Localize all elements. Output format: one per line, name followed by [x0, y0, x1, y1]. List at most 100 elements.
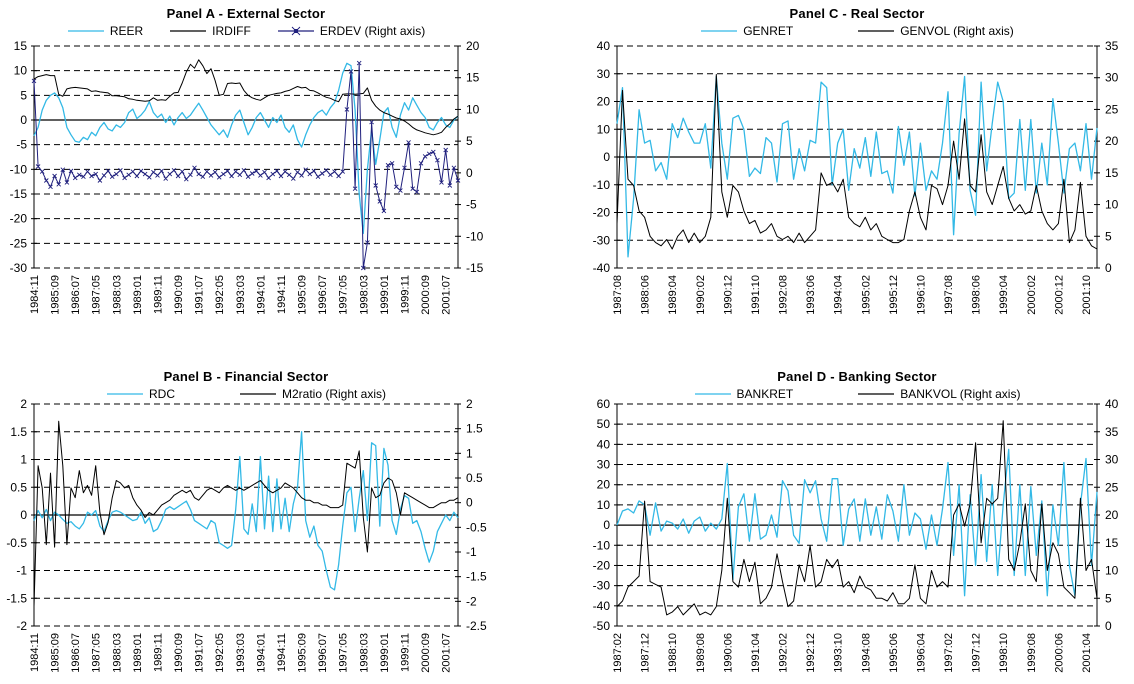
axes [614, 403, 1100, 627]
y-axis-left-label: -20 [10, 212, 28, 226]
x-axis-label: 1997:08 [943, 275, 955, 315]
legend-label: RDC [148, 387, 175, 401]
y-axis-left-label: 40 [597, 39, 611, 53]
axis-labels: 15 10 5 0 -5 -10 -15 -20 -25 -30 20 15 10 5 0 -5 -10 -15 1… [10, 39, 484, 315]
y-axis-right-label: 2 [466, 397, 473, 411]
x-axis-label: 1999:08 [1026, 633, 1038, 673]
x-axis-label: 1988:03 [111, 633, 123, 673]
x-axis-label: 1984:11 [29, 633, 41, 672]
x-axis-label: 1985:09 [50, 633, 62, 673]
panel-c-chart: 40 30 20 10 0 -10 -20 -30 -40 35 30 25 20 15 10 5 0 1987:… [593, 39, 1119, 315]
x-axis-label: 1998:03 [358, 633, 370, 673]
x-axis-label: 1994:11 [276, 633, 288, 672]
x-axis-label: 1997:02 [943, 633, 955, 673]
y-axis-left-label: 20 [597, 95, 611, 109]
y-axis-left-label: -10 [593, 538, 611, 552]
y-axis-right-label: 35 [1105, 39, 1119, 53]
x-axis-label: 1989:04 [667, 275, 679, 315]
x-axis-label: 2000:02 [1026, 275, 1038, 315]
y-axis-left-label: -10 [10, 162, 28, 176]
panel-a-external-sector: Panel A - External Sector REER IRDIFF ERDE… [0, 0, 567, 342]
legend-item-genret: GENRET [700, 24, 793, 38]
panel-a-chart: 15 10 5 0 -5 -10 -15 -20 -25 -30 20 15 10 5 0 -5 -10 -15 1… [10, 39, 484, 315]
panel-d-banking-sector: Panel D - Banking Sector BANKRET BANKVOL … [567, 342, 1134, 684]
y-axis-right-label: 5 [1105, 591, 1112, 605]
x-axis-label: 1988:06 [640, 275, 652, 315]
x-axis-label: 1991:04 [750, 633, 762, 673]
y-axis-left-label: -30 [593, 579, 611, 593]
panel-b-title: Panel B - Financial Sector [163, 369, 329, 384]
y-axis-right-label: 0 [466, 166, 473, 180]
x-axis-label: 1985:09 [50, 275, 62, 315]
y-axis-right-label: 15 [466, 71, 480, 85]
legend-line-swatch [694, 393, 731, 395]
legend-line-swatch [701, 30, 738, 32]
series-m2ratio [33, 420, 459, 607]
x-axis-label: 1999:01 [379, 633, 391, 673]
y-axis-right-label: 35 [1105, 425, 1119, 439]
y-axis-left-label: 30 [597, 67, 611, 81]
panel-a-legend: REER IRDIFF ERDEV (Right axis) [34, 24, 458, 38]
x-axis-label: 1997:05 [338, 275, 350, 315]
x-axis-label: 1991:07 [194, 275, 206, 315]
y-axis-left-label: 1 [20, 453, 27, 467]
series-markers-erdev [31, 60, 461, 271]
y-axis-right-label: 10 [466, 102, 480, 116]
y-axis-left-label: -15 [10, 187, 28, 201]
panel-c-legend: GENRET GENVOL (Right axis) [617, 24, 1097, 38]
y-axis-right-label: 25 [1105, 480, 1119, 494]
legend-label: REER [109, 24, 144, 38]
x-axis-label: 2000:12 [1053, 275, 1065, 315]
y-axis-left-label: -25 [10, 236, 28, 250]
gridlines [617, 45, 1097, 269]
y-axis-left-label: 15 [14, 39, 28, 53]
y-axis-left-label: -50 [593, 619, 611, 633]
y-axis-right-label: 40 [1105, 397, 1119, 411]
panel-a-title: Panel A - External Sector [166, 6, 326, 21]
x-axis-label: 1989:08 [695, 633, 707, 673]
y-axis-left-label: -5 [16, 138, 27, 152]
y-axis-left-label: 0 [20, 508, 27, 522]
y-axis-right-label: -1 [466, 545, 477, 559]
x-axis-label: 2001:07 [441, 633, 453, 673]
x-axis-label: 2000:06 [1053, 633, 1065, 673]
y-axis-left-label: -30 [593, 233, 611, 247]
series-genvol [616, 74, 1098, 250]
panel-d-title: Panel D - Banking Sector [777, 369, 937, 384]
y-axis-right-label: -15 [466, 261, 484, 275]
y-axis-left-label: 30 [597, 458, 611, 472]
x-axis-label: 1989:01 [132, 275, 144, 315]
legend-item-erdev: ERDEV (Right axis) [277, 24, 425, 38]
axis-labels: 40 30 20 10 0 -10 -20 -30 -40 35 30 25 20 15 10 5 0 1987:… [593, 39, 1119, 315]
x-axis-label: 1998:10 [998, 633, 1010, 673]
y-axis-right-label: -5 [466, 198, 477, 212]
x-axis-label: 1999:04 [998, 275, 1010, 315]
y-axis-left-label: 20 [597, 478, 611, 492]
x-axis-label: 1991:07 [194, 633, 206, 673]
x-axis-label: 1999:01 [379, 275, 391, 315]
legend-item-irdiff: IRDIFF [169, 24, 251, 38]
y-axis-left-label: 0 [20, 113, 27, 127]
y-axis-left-label: -20 [593, 206, 611, 220]
x-axis-label: 1987:12 [640, 633, 652, 673]
x-axis-label: 1987:08 [612, 275, 624, 315]
y-axis-right-label: -2.5 [466, 619, 487, 633]
panel-d-chart: 6050403020100-10-20-30-40-50403530252015… [593, 397, 1119, 673]
y-axis-left-label: -40 [593, 261, 611, 275]
legend-line-swatch [858, 393, 895, 395]
legend-item-genvol: GENVOL (Right axis) [857, 24, 1014, 38]
x-axis-label: 1988:03 [111, 275, 123, 315]
panel-b-legend: RDC M2ratio (Right axis) [34, 387, 458, 401]
x-axis-label: 1987:05 [91, 633, 103, 673]
y-axis-left-label: 60 [597, 397, 611, 411]
y-axis-left-label: 40 [597, 437, 611, 451]
axes [614, 45, 1100, 269]
y-axis-left-label: 5 [20, 88, 27, 102]
y-axis-left-label: 10 [597, 498, 611, 512]
y-axis-right-label: 20 [1105, 134, 1119, 148]
legend-item-bankret: BANKRET [694, 387, 793, 401]
x-axis-label: 1990:06 [722, 633, 734, 673]
x-axis-label: 1990:09 [173, 275, 185, 315]
y-axis-left-label: 0 [603, 518, 610, 532]
